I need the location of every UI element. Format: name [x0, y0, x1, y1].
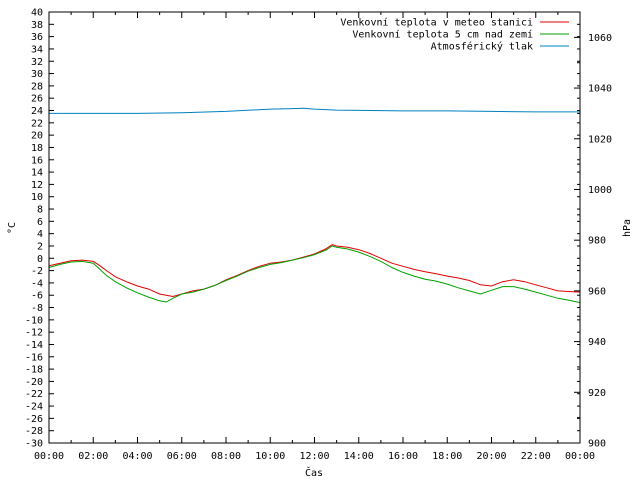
y2-tick-label: 1060: [588, 33, 612, 44]
x-tick-label: 00:00: [34, 451, 64, 462]
y-tick-label: -24: [25, 402, 43, 413]
y-tick-label: 40: [31, 8, 43, 19]
y-tick-label: -10: [25, 315, 43, 326]
y-tick-label: -30: [25, 439, 43, 450]
y-tick-label: 30: [31, 69, 43, 80]
y2-tick-label: 920: [588, 388, 606, 399]
y-tick-label: -6: [31, 291, 43, 302]
y2-tick-label: 980: [588, 236, 606, 247]
x-tick-label: 14:00: [344, 451, 374, 462]
y-tick-label: -12: [25, 328, 43, 339]
x-tick-label: 22:00: [521, 451, 551, 462]
legend-label-1: Venkovní teplota v meteo stanici: [340, 17, 533, 29]
y-tick-label: -16: [25, 352, 43, 363]
y-tick-label: 18: [31, 143, 43, 154]
y2-tick-label: 1040: [588, 84, 612, 95]
legend-label-2: Venkovní teplota 5 cm nad zemí: [352, 29, 533, 41]
x-axis-label: Čas: [305, 466, 323, 479]
y-tick-label: 34: [31, 44, 43, 55]
y-tick-label: 6: [37, 217, 43, 228]
y-tick-label: 22: [31, 118, 43, 129]
y-tick-label: 38: [31, 20, 43, 31]
y-tick-label: 0: [37, 254, 43, 265]
x-tick-label: 12:00: [299, 451, 329, 462]
y-tick-label: -14: [25, 340, 43, 351]
x-tick-label: 04:00: [122, 451, 152, 462]
legend-label-3: Atmosférický tlak: [431, 41, 533, 53]
y-tick-label: 16: [31, 155, 43, 166]
x-tick-label: 02:00: [78, 451, 108, 462]
x-tick-label: 10:00: [255, 451, 285, 462]
y-tick-label: 12: [31, 180, 43, 191]
legend: Venkovní teplota v meteo staniciVenkovní…: [340, 17, 569, 53]
y-tick-label: 32: [31, 57, 43, 68]
x-tick-label: 18:00: [432, 451, 462, 462]
x-tick-label: 20:00: [476, 451, 506, 462]
y2-tick-label: 900: [588, 439, 606, 450]
series-line-2: [48, 245, 581, 304]
y-tick-label: -2: [31, 266, 43, 277]
y2-axis-label: hPa: [622, 219, 633, 237]
x-tick-label: 08:00: [211, 451, 241, 462]
series-line-3: [49, 107, 580, 114]
y-tick-label: -22: [25, 389, 43, 400]
y-tick-label: 4: [37, 229, 43, 240]
y-tick-label: 14: [31, 168, 43, 179]
y-tick-label: 28: [31, 81, 43, 92]
series-lines: [48, 107, 581, 304]
y-tick-label: -28: [25, 426, 43, 437]
axis-ticks: [48, 11, 581, 444]
series-line-1: [48, 244, 581, 298]
y-tick-label: 10: [31, 192, 43, 203]
y-tick-label: 36: [31, 32, 43, 43]
x-tick-label: 00:00: [565, 451, 595, 462]
y2-tick-label: 960: [588, 286, 606, 297]
y-tick-label: -26: [25, 414, 43, 425]
axis-tick-labels: -30-28-26-24-22-20-18-16-14-12-10-8-6-4-…: [25, 8, 612, 463]
y-tick-label: 24: [31, 106, 43, 117]
y-tick-label: -18: [25, 365, 43, 376]
y-tick-label: 26: [31, 94, 43, 105]
x-tick-label: 16:00: [388, 451, 418, 462]
y-tick-label: -20: [25, 377, 43, 388]
y-tick-label: -8: [31, 303, 43, 314]
y2-tick-label: 1000: [588, 185, 612, 196]
y2-tick-label: 1020: [588, 134, 612, 145]
y-tick-label: 20: [31, 131, 43, 142]
y-tick-label: 2: [37, 241, 43, 252]
y-tick-label: -4: [31, 278, 43, 289]
y2-tick-label: 940: [588, 337, 606, 348]
x-tick-label: 06:00: [167, 451, 197, 462]
y-axis-label: °C: [7, 222, 18, 234]
y-tick-label: 8: [37, 205, 43, 216]
